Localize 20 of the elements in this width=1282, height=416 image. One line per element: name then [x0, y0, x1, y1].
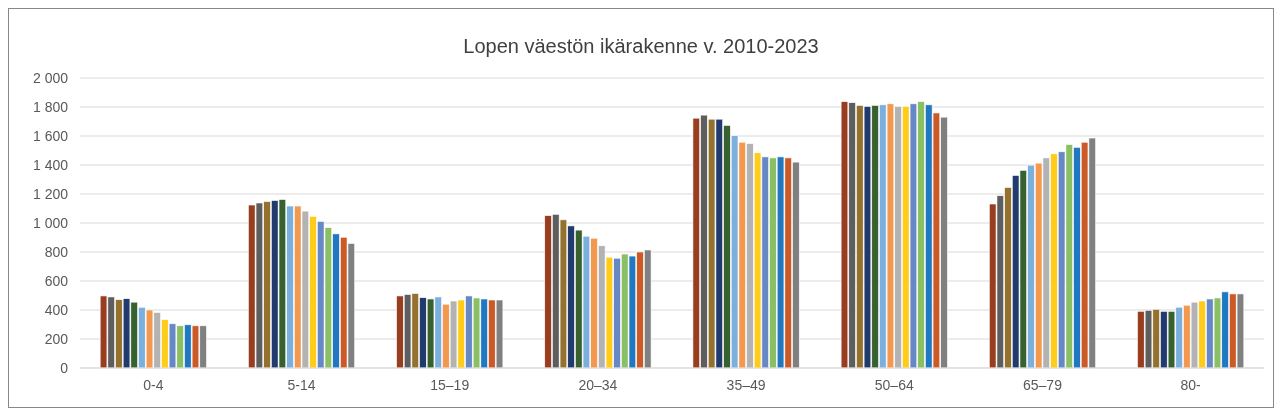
x-tick-label: 65–79 [1022, 377, 1063, 393]
x-tick-label: 80- [1180, 377, 1202, 393]
y-tick-label: 1 600 [32, 127, 69, 144]
x-tick-label: 35–49 [726, 377, 766, 393]
x-tick-label: 50–64 [874, 377, 914, 393]
x-tick-label: 0-4 [143, 377, 164, 393]
x-tick-label: 20–34 [578, 377, 618, 393]
y-tick-label: 600 [44, 272, 69, 289]
y-tick-label: 1 200 [32, 185, 69, 202]
y-tick-label: 0 [60, 359, 69, 376]
chart-title: Lopen väestön ikärakenne v. 2010-2023 [463, 35, 819, 57]
y-tick-label: 1 800 [32, 98, 69, 115]
y-tick-label: 1 400 [32, 156, 69, 173]
y-tick-label: 2 000 [32, 69, 69, 86]
y-tick-label: 1 000 [32, 214, 69, 231]
y-tick-label: 400 [44, 301, 69, 318]
x-tick-label: 5-14 [287, 377, 316, 393]
y-tick-label: 200 [44, 330, 69, 347]
x-tick-label: 15–19 [430, 377, 470, 393]
y-tick-label: 800 [44, 243, 69, 260]
